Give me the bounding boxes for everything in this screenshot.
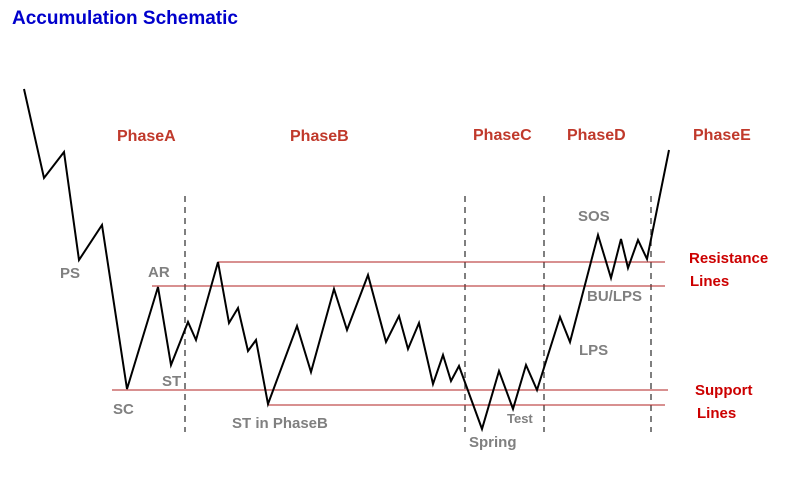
phase-c-label: PhaseC [473, 127, 532, 144]
label-ps: PS [60, 265, 80, 282]
label-sc: SC [113, 401, 134, 418]
phase-d-label: PhaseD [567, 127, 626, 144]
phase-b-label: PhaseB [290, 128, 349, 145]
diagram-title: Accumulation Schematic [12, 8, 238, 29]
label-sos: SOS [578, 208, 610, 225]
legend-support-1: Support [695, 382, 753, 399]
label-st-in-phase-b: ST in PhaseB [232, 415, 328, 432]
phase-e-label: PhaseE [693, 127, 751, 144]
legend-resistance-1: Resistance [689, 250, 768, 267]
legend-support-2: Lines [697, 405, 736, 422]
label-st: ST [162, 373, 181, 390]
phase-dividers [184, 196, 652, 432]
label-ar: AR [148, 264, 170, 281]
legend-labels: Resistance Lines Support Lines [689, 250, 768, 422]
label-spring: Spring [469, 434, 517, 451]
phase-a-label: PhaseA [117, 128, 176, 145]
legend-resistance-2: Lines [690, 273, 729, 290]
event-labels: PS SC AR ST ST in PhaseB Spring Test LPS… [60, 208, 642, 451]
label-bu-lps: BU/LPS [587, 288, 642, 305]
label-test: Test [507, 411, 533, 426]
price-path [23, 88, 670, 433]
label-lps: LPS [579, 342, 608, 359]
